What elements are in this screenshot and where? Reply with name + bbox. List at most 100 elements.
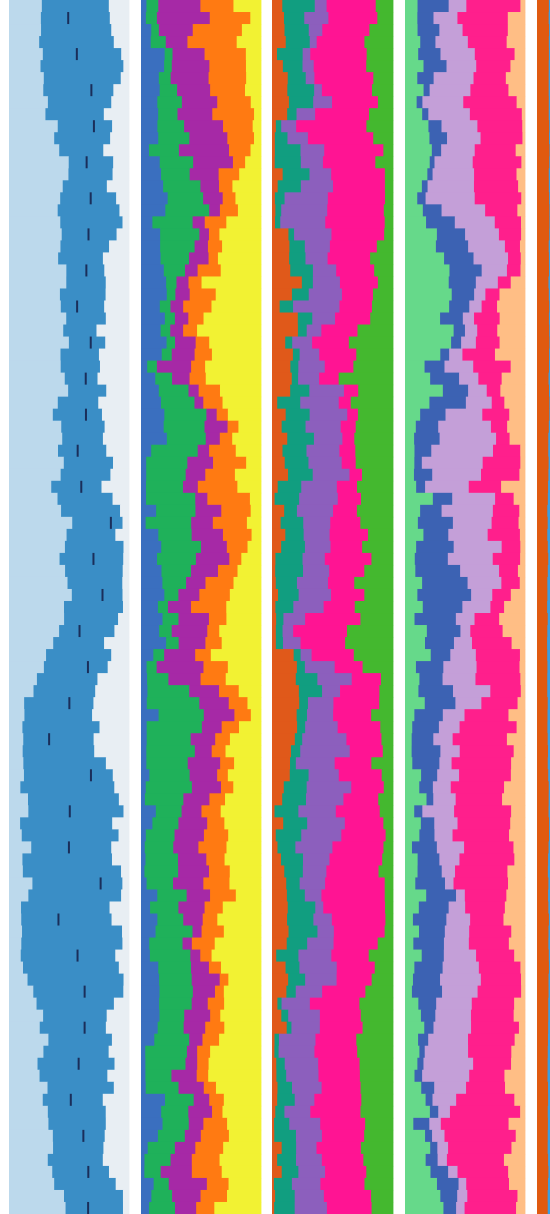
- bar-segment-p2-r93-s1: [141, 1106, 162, 1119]
- bar-segment-p4-r95-s3: [432, 1130, 445, 1143]
- bar-segment-p2-r53-s5: [219, 625, 261, 638]
- bar-segment-p4-r54-s5: [512, 637, 526, 650]
- bar-segment-p1-r22-s2: [58, 252, 103, 265]
- bar-segment-p2-r88-s3: [187, 1046, 198, 1059]
- bar-segment-p4-r12-s3: [447, 132, 481, 145]
- bar-segment-p2-r89-s5: [209, 1058, 262, 1071]
- bar-segment-p3-r80-s3: [298, 950, 331, 963]
- bar-segment-p1-r14-s2: [69, 156, 114, 169]
- bar-segment-p1-r14-s1: [9, 156, 69, 169]
- bar-segment-p3-r71-s4: [332, 841, 383, 854]
- bar-segment-p3-r99-s4: [320, 1178, 364, 1191]
- bar-segment-p2-r59-s1: [141, 697, 147, 710]
- bar-segment-p2-r33-s2: [159, 385, 189, 398]
- bar-segment-p3-r27-s4: [335, 313, 371, 326]
- bar-segment-p3-r36-s2: [282, 421, 306, 434]
- bar-segment-p3-r60-s5: [371, 709, 393, 722]
- bar-segment-p5-r38-s1: [537, 445, 549, 458]
- bar-segment-p5-r71-s1: [537, 841, 549, 854]
- bar-segment-p4-r62-s2: [412, 733, 434, 746]
- bar-segment-p2-r31-s4: [191, 361, 205, 374]
- bar-segment-p4-r84-s4: [472, 998, 515, 1011]
- bar-segment-p2-r11-s2: [157, 120, 184, 133]
- bar-segment-p3-r91-s4: [322, 1082, 361, 1095]
- bar-segment-p3-r16-s1: [272, 180, 278, 193]
- bar-segment-p4-r12-s4: [481, 132, 523, 145]
- bar-segment-p2-r101-s5: [214, 1202, 261, 1214]
- bar-segment-p5-r65-s1: [537, 769, 549, 782]
- bar-segment-p1-r84-s1: [9, 998, 37, 1011]
- bar-segment-p4-r31-s2: [425, 361, 445, 374]
- bar-segment-p5-r101-s1: [537, 1202, 548, 1214]
- bar-segment-p4-r41-s1: [405, 481, 417, 494]
- bar-segment-p4-r77-s5: [503, 914, 525, 927]
- bar-segment-p3-r2-s3: [304, 12, 329, 25]
- bar-segment-p1-r62-s1: [9, 733, 24, 746]
- bar-segment-p4-r67-s3: [433, 793, 456, 806]
- bar-segment-p1-r9-s1: [9, 96, 48, 109]
- bar-segment-p2-r39-s2: [146, 457, 188, 470]
- bar-segment-p2-r20-s2: [160, 228, 200, 241]
- bar-segment-p4-r3-s1: [405, 24, 418, 37]
- bar-segment-p3-r61-s3: [305, 721, 338, 734]
- bar-segment-p1-r76-s3: [110, 901, 130, 914]
- bar-segment-p2-r92-s2: [165, 1094, 194, 1107]
- bar-segment-p1-r70-s2: [22, 829, 119, 842]
- bar-segment-p4-r9-s4: [463, 96, 517, 109]
- bar-segment-p1-r61-s2: [22, 721, 99, 734]
- bar-segment-p2-r5-s4: [205, 48, 247, 61]
- bar-segment-p1-r30-s1: [9, 349, 61, 362]
- bar-segment-p5-r53-s1: [537, 625, 548, 638]
- bar-segment-p4-r17-s2: [417, 192, 426, 205]
- bar-segment-p1-r10-s2: [45, 108, 104, 121]
- bar-segment-p1-r86-s3: [106, 1022, 130, 1035]
- bar-segment-p4-r46-s2: [416, 541, 454, 554]
- bar-segment-p3-r8-s3: [314, 84, 322, 97]
- bar-segment-p1-r47-s3: [123, 553, 129, 566]
- bar-segment-p4-r81-s5: [520, 962, 525, 975]
- bar-segment-p1-r58-s3: [95, 685, 129, 698]
- bar-segment-p4-r94-s5: [509, 1118, 526, 1131]
- bar-segment-p2-r13-s5: [251, 144, 262, 157]
- bar-segment-p4-r45-s3: [448, 529, 488, 542]
- bar-segment-p3-r75-s4: [321, 889, 385, 902]
- bar-segment-p3-r13-s5: [383, 144, 393, 157]
- bar-segment-p1-r43-s2: [61, 505, 120, 518]
- bar-segment-p2-r64-s1: [141, 757, 147, 770]
- bar-segment-p3-r53-s1: [272, 625, 276, 638]
- bar-segment-p2-r60-s1: [141, 709, 159, 722]
- bar-segment-p1-r71-s1: [9, 841, 32, 854]
- bar-segment-p2-r101-s1: [141, 1202, 149, 1214]
- bar-segment-p1-r74-s2: [32, 877, 122, 890]
- bar-segment-p1-r21-s2: [60, 240, 109, 253]
- bar-segment-p3-r97-s5: [363, 1154, 393, 1167]
- bar-segment-p1-r30-s2: [60, 349, 99, 362]
- bar-segment-p3-r56-s1: [272, 661, 297, 674]
- bar-segment-p2-r17-s3: [203, 192, 223, 205]
- bar-segment-p2-r101-s3: [175, 1202, 197, 1214]
- panel-5: [537, 0, 550, 1214]
- bar-segment-p1-r54-s1: [9, 637, 54, 650]
- bar-segment-p4-r2-s1: [405, 12, 418, 25]
- bar-segment-p2-r96-s3: [175, 1142, 196, 1155]
- bar-segment-p4-r19-s3: [455, 216, 495, 229]
- bar-segment-p1-r1-s3: [109, 0, 130, 13]
- bar-segment-p5-r57-s1: [537, 673, 548, 686]
- bar-segment-p3-r14-s2: [275, 156, 301, 169]
- bar-segment-p3-r95-s3: [296, 1130, 322, 1143]
- bar-segment-p3-r55-s5: [354, 649, 394, 662]
- bar-segment-p1-r70-s3: [119, 829, 130, 842]
- bar-segment-p3-r25-s4: [342, 288, 373, 301]
- bar-segment-p1-r89-s2: [38, 1058, 115, 1071]
- bar-segment-p3-r24-s4: [340, 276, 378, 289]
- bar-segment-p2-r42-s3: [195, 493, 207, 506]
- bar-segment-p3-r11-s1: [272, 120, 276, 133]
- bar-segment-p3-r68-s4: [336, 805, 380, 818]
- bar-segment-p3-r2-s2: [284, 12, 305, 25]
- bar-segment-p2-r54-s1: [141, 637, 167, 650]
- bar-segment-p2-r58-s4: [219, 685, 239, 698]
- bar-segment-p2-r38-s4: [209, 445, 236, 458]
- bar-segment-p5-r17-s1: [537, 192, 550, 205]
- bar-segment-p3-r10-s4: [315, 108, 369, 121]
- bar-segment-p2-r34-s3: [194, 397, 203, 410]
